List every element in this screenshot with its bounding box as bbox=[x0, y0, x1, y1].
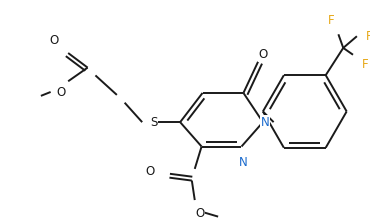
Text: O: O bbox=[258, 48, 268, 61]
Text: O: O bbox=[145, 165, 155, 178]
Text: S: S bbox=[150, 116, 158, 129]
Text: N: N bbox=[260, 116, 269, 129]
Text: F: F bbox=[328, 14, 335, 27]
Text: F: F bbox=[366, 30, 370, 43]
Text: O: O bbox=[57, 86, 66, 99]
Text: O: O bbox=[49, 34, 58, 47]
Text: N: N bbox=[239, 156, 248, 169]
Text: O: O bbox=[195, 207, 204, 220]
Text: F: F bbox=[362, 58, 369, 71]
